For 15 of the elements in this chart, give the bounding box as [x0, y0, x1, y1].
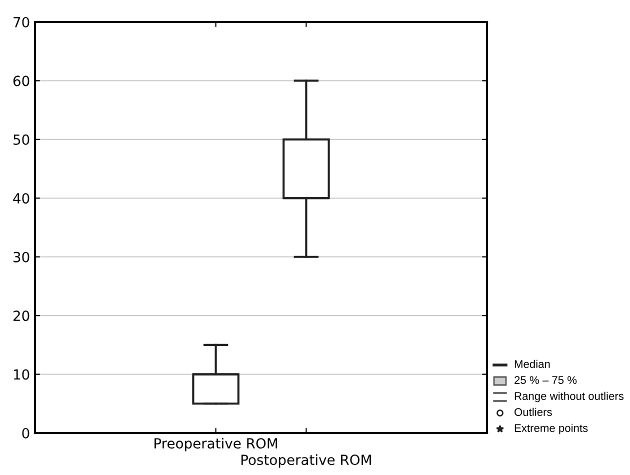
x-tick-label: Preoperative ROM — [154, 438, 278, 452]
text: Extreme points — [514, 424, 588, 434]
y-tick-label: 20 — [13, 310, 30, 322]
y-tick-label: 60 — [13, 76, 30, 86]
y-tick-label: 40 — [13, 193, 30, 204]
y-tick-label: 50 — [14, 134, 30, 145]
text: Outliers — [514, 408, 552, 416]
x-tick-label: Postoperative ROM — [241, 454, 371, 468]
y-tick-label: 10 — [14, 369, 30, 380]
y-tick-label: 0 — [22, 428, 30, 438]
text: Range without outliers — [514, 392, 624, 402]
text: Median — [514, 360, 550, 368]
y-tick-label: 30 — [14, 252, 30, 262]
text: 25 % – 75 % — [514, 376, 577, 384]
y-tick-label: 70 — [14, 16, 30, 28]
